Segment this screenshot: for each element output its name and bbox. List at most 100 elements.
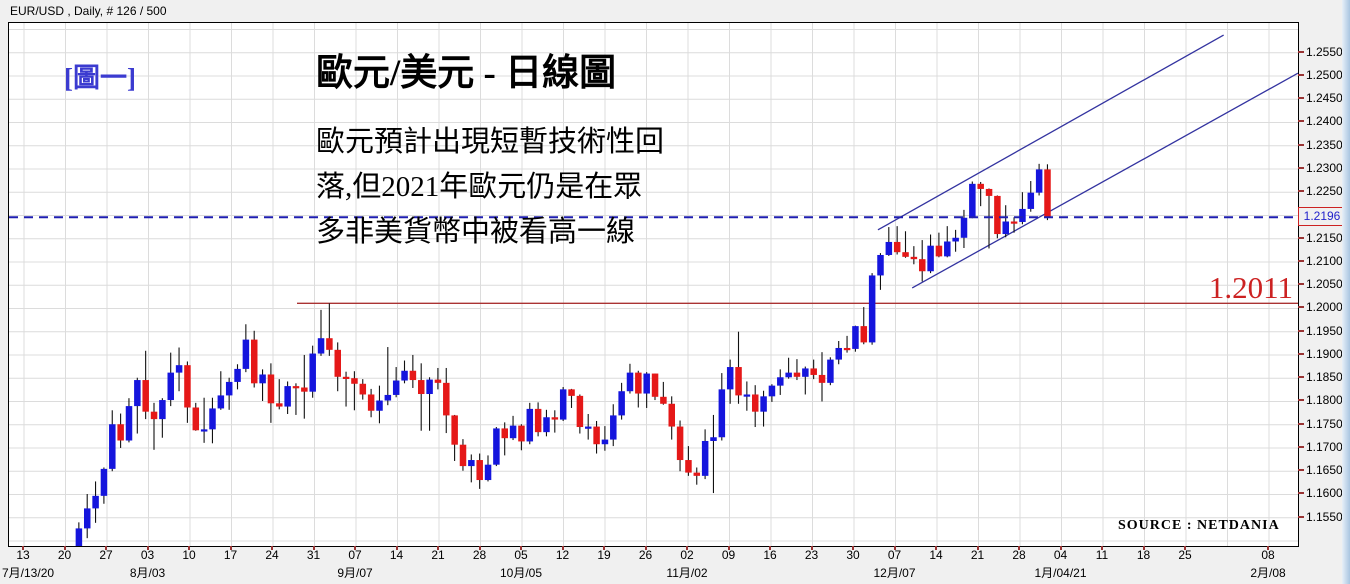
candles — [75, 163, 1051, 546]
x-week-label: 02 — [680, 548, 694, 562]
y-axis-label: 1.1750 — [1306, 416, 1343, 431]
x-axis-tick — [312, 546, 315, 550]
y-axis-tick — [1298, 399, 1304, 402]
x-week-label: 14 — [929, 548, 943, 562]
source-credit: SOURCE : NETDANIA — [1118, 518, 1280, 533]
x-week-label: 05 — [514, 548, 528, 562]
y-axis-tick — [1298, 236, 1304, 239]
x-week-label: 27 — [99, 548, 113, 562]
y-axis-tick — [1298, 515, 1304, 518]
window-edge-strip — [1342, 0, 1350, 584]
x-axis-tick — [686, 546, 688, 550]
current-price-box: 1.2196 — [1298, 207, 1346, 227]
y-axis-label: 1.2500 — [1306, 67, 1343, 82]
x-axis-tick — [976, 546, 979, 550]
y-axis-tick — [1298, 306, 1304, 309]
x-week-label: 25 — [1178, 548, 1192, 562]
x-axis-tick — [1059, 546, 1062, 550]
chart-commentary: 歐元預計出現短暫技術性回 落,但2021年歐元仍是在眾 多非美貨幣中被看高一線 — [316, 120, 664, 255]
x-week-label: 20 — [57, 548, 72, 562]
x-week-label: 28 — [472, 548, 487, 562]
x-axis-tick — [810, 546, 813, 550]
y-axis-tick — [1298, 120, 1304, 123]
y-axis-tick — [1298, 190, 1304, 193]
x-axis-tick — [561, 546, 564, 550]
commentary-line: 多非美貨幣中被看高一線 — [316, 216, 636, 248]
y-axis-label: 1.1950 — [1306, 323, 1343, 338]
x-month-label: 8月/03 — [129, 566, 166, 580]
x-axis-tick — [229, 546, 232, 550]
x-axis-tick — [63, 546, 66, 550]
x-axis-tick — [520, 546, 522, 550]
y-axis-label: 1.1550 — [1306, 509, 1343, 524]
y-axis-label: 1.1600 — [1306, 486, 1343, 501]
x-week-label: 17 — [223, 548, 238, 562]
x-axis-tick — [769, 546, 771, 550]
chart-header-text: EUR/USD , Daily, # 126 / 500 — [10, 4, 167, 18]
y-axis-tick — [1298, 376, 1304, 379]
x-axis-tick — [395, 546, 398, 550]
x-month-label: 7月/13/20 — [2, 566, 55, 580]
x-week-label: 10 — [182, 548, 196, 562]
x-week-label: 30 — [846, 548, 860, 562]
y-axis-label: 1.2250 — [1306, 184, 1343, 199]
x-week-label: 09 — [721, 548, 736, 562]
y-axis-label: 1.1650 — [1306, 463, 1343, 478]
x-month-label: 12月/07 — [873, 566, 916, 580]
x-axis-tick — [271, 546, 273, 550]
y-axis-tick — [1298, 492, 1304, 495]
x-month-label: 1月/04/21 — [1034, 566, 1087, 580]
y-axis-label: 1.2050 — [1306, 277, 1343, 292]
x-week-label: 07 — [348, 548, 362, 562]
x-week-label: 31 — [306, 548, 321, 562]
x-month-label: 11月/02 — [666, 566, 708, 580]
x-week-label: 03 — [140, 548, 155, 562]
y-axis-label: 1.2300 — [1306, 160, 1343, 175]
grid-lines — [9, 23, 1298, 546]
x-week-label: 04 — [1053, 548, 1068, 562]
y-axis-label: 1.2150 — [1306, 230, 1343, 245]
x-week-label: 07 — [887, 548, 902, 562]
y-axis-label: 1.2400 — [1306, 114, 1343, 129]
x-axis-tick — [603, 546, 605, 550]
x-month-label: 2月/08 — [1250, 566, 1286, 580]
commentary-line: 落,但2021年歐元仍是在眾 — [316, 171, 643, 203]
x-axis-tick — [437, 546, 439, 550]
x-axis-tick — [105, 546, 107, 550]
x-month-label: 9月/07 — [337, 566, 373, 580]
x-week-label: 19 — [597, 548, 611, 562]
x-axis-tick — [727, 546, 730, 550]
y-axis-tick — [1298, 143, 1304, 146]
x-week-label: 13 — [16, 548, 30, 562]
x-axis-tick — [146, 546, 149, 550]
x-week-label: 08 — [1261, 548, 1275, 562]
x-axis-tick — [188, 546, 190, 550]
chart-title: 歐元/美元 - 日線圖 — [316, 53, 617, 94]
candlestick-plot-area[interactable] — [8, 22, 1299, 547]
y-axis-label: 1.2550 — [1306, 44, 1343, 59]
support-price-label: 1.2011 — [1208, 270, 1293, 305]
y-axis-tick — [1298, 329, 1304, 332]
y-axis-label: 1.2450 — [1306, 91, 1343, 106]
x-week-label: 12 — [555, 548, 570, 562]
candlestick-chart[interactable] — [9, 23, 1298, 546]
x-week-label: 18 — [1136, 548, 1151, 562]
y-axis-tick — [1298, 97, 1304, 100]
x-axis-tick — [1018, 546, 1020, 550]
x-axis-tick — [644, 546, 647, 550]
x-week-label: 24 — [265, 548, 279, 562]
y-axis-tick — [1298, 422, 1304, 425]
x-axis-tick — [1101, 546, 1103, 550]
y-axis-tick — [1298, 166, 1304, 169]
x-week-label: 16 — [763, 548, 777, 562]
y-axis-tick — [1298, 73, 1304, 76]
figure-tag-label: [圖一] — [64, 63, 136, 93]
x-axis-tick — [893, 546, 896, 550]
x-axis-tick — [1184, 546, 1186, 550]
x-week-label: 11 — [1095, 548, 1109, 562]
trend-channel — [877, 34, 1298, 289]
y-axis-label: 1.1900 — [1306, 346, 1343, 361]
x-axis-tick — [935, 546, 937, 550]
x-axis-tick — [478, 546, 481, 550]
